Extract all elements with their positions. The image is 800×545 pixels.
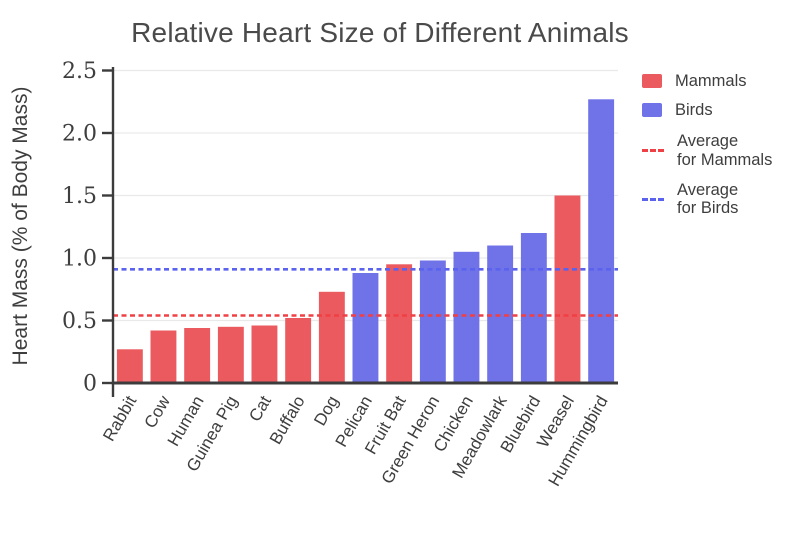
y-tick-label-2.5: 2.5 (62, 59, 97, 84)
mammal-average-dash-icon (642, 149, 664, 153)
bar-guinea-pig (217, 326, 244, 384)
mammals-swatch-icon (642, 74, 662, 89)
bar-hummingbird (588, 99, 615, 384)
bar-bluebird (520, 233, 547, 383)
bar-pelican (352, 273, 379, 383)
birds-swatch-icon (642, 102, 662, 117)
legend-item-mammals: Mammals (642, 72, 798, 91)
legend-label-birds: Birds (675, 100, 713, 119)
bar-chicken (453, 251, 480, 384)
bar-cow (150, 330, 177, 383)
bar-human (184, 328, 211, 383)
x-label-cow: Cow (141, 392, 175, 432)
x-label-cat: Cat (245, 392, 275, 425)
y-tick-label-1: 1.0 (62, 247, 97, 272)
y-axis-label: Heart Mass (% of Body Mass) (9, 87, 32, 366)
bar-buffalo (285, 318, 312, 383)
legend-label-mammals: Mammals (675, 72, 747, 90)
bar-weasel (554, 195, 581, 383)
x-label-dog: Dog (310, 393, 342, 430)
y-tick-label-2: 2.0 (62, 122, 97, 147)
legend-item-average-birds: Average for Birds (642, 181, 798, 218)
legend-label-average-birds: Average for Birds (677, 180, 739, 218)
chart-title: Relative Heart Size of Different Animals (131, 17, 629, 48)
bar-cat (251, 325, 278, 383)
bar-rabbit (116, 349, 143, 384)
y-tick-label-0.5: 0.5 (62, 309, 97, 334)
bar-fruit-bat (386, 264, 413, 384)
legend: Mammals Birds Average for Mammals Averag… (642, 72, 798, 218)
legend-item-birds: Birds (642, 101, 798, 120)
y-tick-label-1.5: 1.5 (62, 184, 97, 209)
bar-dog (318, 291, 345, 384)
x-label-rabbit: Rabbit (99, 392, 140, 444)
bird-average-dash-icon (642, 197, 664, 201)
bar-green-heron (419, 260, 446, 383)
y-tick-label-0: 0 (83, 372, 97, 397)
legend-label-average-mammals: Average for Mammals (677, 132, 773, 169)
legend-item-average-mammals: Average for Mammals (642, 132, 798, 169)
